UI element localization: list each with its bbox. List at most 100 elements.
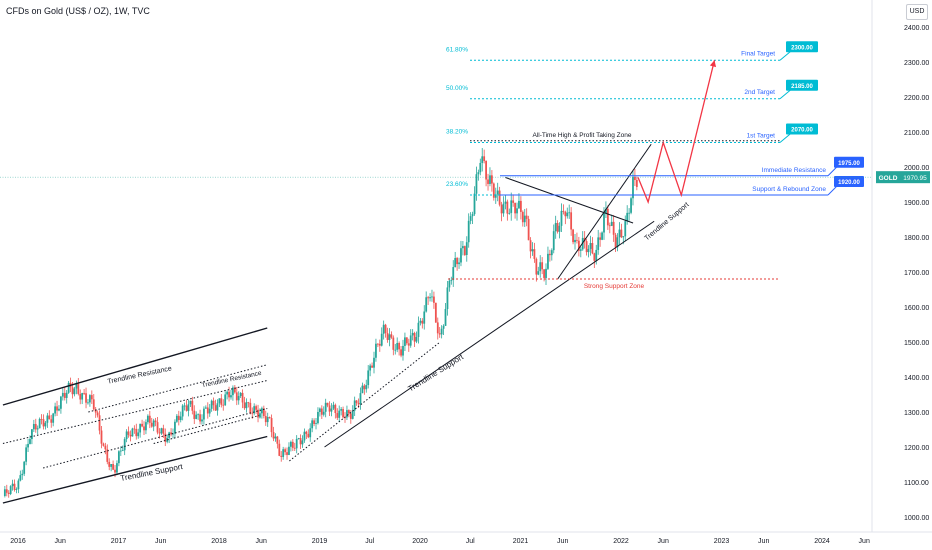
- candle-body: [315, 423, 317, 424]
- candle-body: [483, 156, 486, 161]
- candle-body: [15, 489, 18, 490]
- candle-body: [344, 417, 346, 419]
- candle-body: [375, 343, 377, 358]
- candle-body: [628, 212, 631, 214]
- candle-body: [31, 429, 33, 440]
- candle-body: [481, 156, 484, 163]
- candle-body: [114, 469, 116, 473]
- candle-body: [133, 428, 136, 430]
- candle-body: [61, 392, 64, 397]
- candle-body: [409, 335, 412, 346]
- candle-body: [268, 417, 271, 419]
- candle-body: [558, 225, 561, 232]
- candle-body: [146, 415, 149, 423]
- candle-body: [539, 262, 542, 272]
- candle-body: [521, 211, 524, 223]
- candle-body: [94, 409, 97, 413]
- candle-body: [589, 243, 592, 249]
- candle-body: [429, 297, 431, 299]
- candle-body: [3, 489, 6, 496]
- candle-body: [556, 222, 559, 232]
- x-tick-label: 2020: [412, 538, 428, 545]
- candle-body: [347, 410, 350, 414]
- candle-body: [5, 489, 8, 493]
- trendline-resistance-label-1: Trendline Resistance: [107, 365, 173, 385]
- candle-body: [411, 332, 414, 336]
- candle-body: [46, 415, 49, 423]
- candle-body: [603, 213, 605, 233]
- x-tick-label: 2022: [613, 538, 629, 545]
- candle-body: [574, 239, 576, 243]
- candle-body: [473, 193, 476, 215]
- candle-body: [317, 411, 319, 424]
- candle-body: [245, 402, 248, 409]
- candle-body: [421, 320, 424, 324]
- candle-body: [77, 383, 80, 394]
- candle-body: [338, 410, 341, 418]
- horizontal-level-label: Immediate Resistance: [762, 167, 827, 174]
- candle-body: [191, 400, 194, 411]
- x-tick-label: Jun: [155, 538, 166, 545]
- candle-body: [465, 242, 468, 255]
- candle-body: [313, 420, 315, 424]
- y-tick-label: 2400.00: [904, 25, 929, 32]
- currency-button[interactable]: USD: [906, 4, 928, 20]
- candle-body: [251, 412, 254, 414]
- candle-body: [7, 492, 10, 494]
- candle-body: [535, 258, 538, 275]
- candle-body: [108, 461, 111, 467]
- candle-body: [423, 311, 426, 324]
- candle-body: [135, 429, 138, 437]
- candle-body: [75, 383, 78, 389]
- y-tick-label: 1200.00: [904, 445, 929, 452]
- candle-body: [52, 413, 55, 423]
- candle-body: [431, 296, 433, 298]
- candle-body: [50, 419, 53, 423]
- candle-body: [386, 333, 389, 340]
- candle-body: [626, 212, 629, 222]
- candle-body: [83, 393, 85, 394]
- candle-body: [216, 403, 219, 411]
- x-tick-label: Jul: [365, 538, 374, 545]
- candle-body: [494, 194, 497, 198]
- candle-body: [179, 416, 182, 421]
- candle-body: [264, 415, 267, 423]
- candle-body: [458, 262, 460, 265]
- candle-body: [591, 243, 594, 254]
- candle-body: [226, 391, 229, 395]
- candle-body: [427, 297, 430, 299]
- candle-body: [270, 418, 273, 433]
- candle-body: [376, 343, 379, 345]
- y-tick-label: 2300.00: [904, 60, 929, 67]
- candle-body: [297, 438, 300, 440]
- x-tick-label: 2023: [714, 538, 730, 545]
- candle-body: [436, 322, 439, 334]
- candle-body: [29, 439, 31, 444]
- candle-body: [81, 393, 84, 400]
- candle-body: [518, 200, 520, 209]
- candle-body: [9, 486, 12, 494]
- candle-body: [87, 402, 89, 404]
- candle-body: [402, 345, 404, 356]
- candle-body: [543, 269, 545, 278]
- candle-body: [373, 357, 375, 368]
- candle-body: [25, 447, 28, 462]
- candle-body: [48, 415, 51, 420]
- candle-body: [324, 402, 327, 412]
- trendline-inner-top-dotted: [2, 380, 268, 444]
- candle-body: [295, 439, 298, 449]
- candle-body: [71, 387, 74, 395]
- trendline-channel-bottom: [2, 435, 268, 504]
- candle-body: [469, 216, 472, 221]
- candle-body: [139, 423, 142, 433]
- candle-body: [85, 393, 87, 403]
- x-tick-label: Jun: [658, 538, 669, 545]
- candle-body: [330, 408, 333, 412]
- target-label: 2nd Target: [744, 89, 775, 96]
- candle-body: [506, 201, 509, 214]
- candle-body: [351, 410, 354, 419]
- candle-body: [303, 431, 306, 441]
- candle-body: [572, 229, 574, 243]
